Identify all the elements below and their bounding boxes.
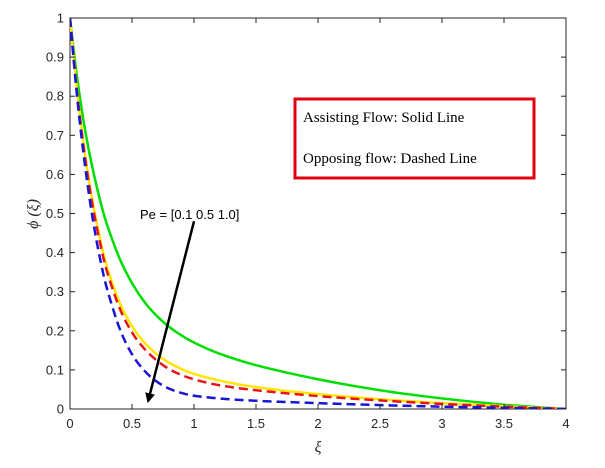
y-tick-label: 0.5	[46, 206, 64, 221]
y-axis-label: ϕ (ξ)	[25, 199, 42, 229]
y-tick-label: 1	[57, 11, 64, 26]
y-tick-label: 0.1	[46, 362, 64, 377]
series-line-3	[70, 18, 566, 409]
series-line-4	[70, 18, 566, 409]
x-tick-label: 3	[438, 416, 445, 431]
y-axis-ticks: 0 0.1 0.2 0.3 0.4 0.5 0.6 0.7 0.8 0.9 1	[46, 11, 566, 417]
y-tick-label: 0	[57, 402, 64, 417]
legend-opposing-text: Opposing flow: Dashed Line	[303, 151, 477, 167]
x-tick-label: 1.5	[247, 416, 265, 431]
x-tick-label: 2.5	[371, 416, 389, 431]
pe-annotation-label: Pe = [0.1 0.5 1.0]	[140, 207, 239, 222]
legend-border	[293, 97, 536, 180]
x-tick-label: 0	[66, 416, 73, 431]
x-axis-label: ξ	[315, 439, 322, 456]
y-tick-label: 0.9	[46, 50, 64, 65]
legend-box: Assisting Flow: Solid Line Opposing flow…	[293, 97, 536, 180]
series-line-1	[70, 18, 566, 409]
y-tick-label: 0.7	[46, 128, 64, 143]
y-tick-label: 0.8	[46, 89, 64, 104]
y-tick-label: 0.2	[46, 323, 64, 338]
series-lines	[70, 18, 566, 409]
plot-area	[69, 17, 567, 410]
y-tick-label: 0.4	[46, 245, 64, 260]
legend-assisting-text: Assisting Flow: Solid Line	[303, 110, 465, 126]
x-tick-label: 0.5	[123, 416, 141, 431]
pe-arrow	[145, 221, 196, 404]
x-tick-label: 3.5	[495, 416, 513, 431]
x-axis-ticks: 0 0.5 1 1.5 2 2.5 3 3.5 4	[66, 18, 570, 431]
x-tick-label: 2	[314, 416, 321, 431]
y-tick-label: 0.6	[46, 167, 64, 182]
x-tick-label: 1	[190, 416, 197, 431]
x-tick-label: 4	[562, 416, 569, 431]
y-tick-label: 0.3	[46, 284, 64, 299]
